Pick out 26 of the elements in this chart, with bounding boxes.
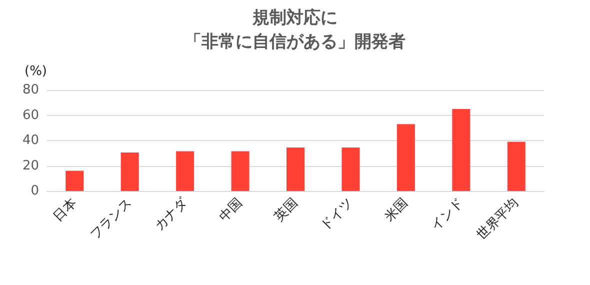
x-tick-label: 米国 (382, 196, 412, 225)
bar (396, 124, 415, 191)
bar (342, 147, 360, 191)
bar (231, 151, 250, 191)
x-tick-label: 中国 (216, 196, 246, 225)
y-axis-title: (%) (24, 64, 47, 79)
y-tick-label: 20 (22, 158, 39, 174)
y-tick-label: 0 (30, 184, 39, 198)
y-tick-label: 40 (22, 133, 39, 148)
bar (120, 152, 139, 191)
bar (452, 108, 470, 191)
x-tick-label: 日本 (50, 196, 80, 225)
bar (66, 170, 84, 191)
y-tick-label: 60 (22, 108, 39, 123)
x-tick-label: 世界平均 (474, 196, 522, 244)
bar (286, 147, 304, 191)
bar (176, 151, 194, 191)
chart-subtitle: 「非常に自信がある」開発者 (184, 32, 406, 52)
chart-title: 規制対応に (252, 8, 338, 28)
y-tick-label: 80 (22, 82, 39, 98)
x-tick-label: インド (428, 196, 466, 234)
x-tick-label: ドイツ (318, 196, 356, 234)
x-tick-label: カナダ (152, 194, 192, 234)
x-tick-label: フランス (88, 196, 136, 244)
bar (507, 142, 526, 191)
x-tick-label: 英国 (272, 196, 301, 225)
